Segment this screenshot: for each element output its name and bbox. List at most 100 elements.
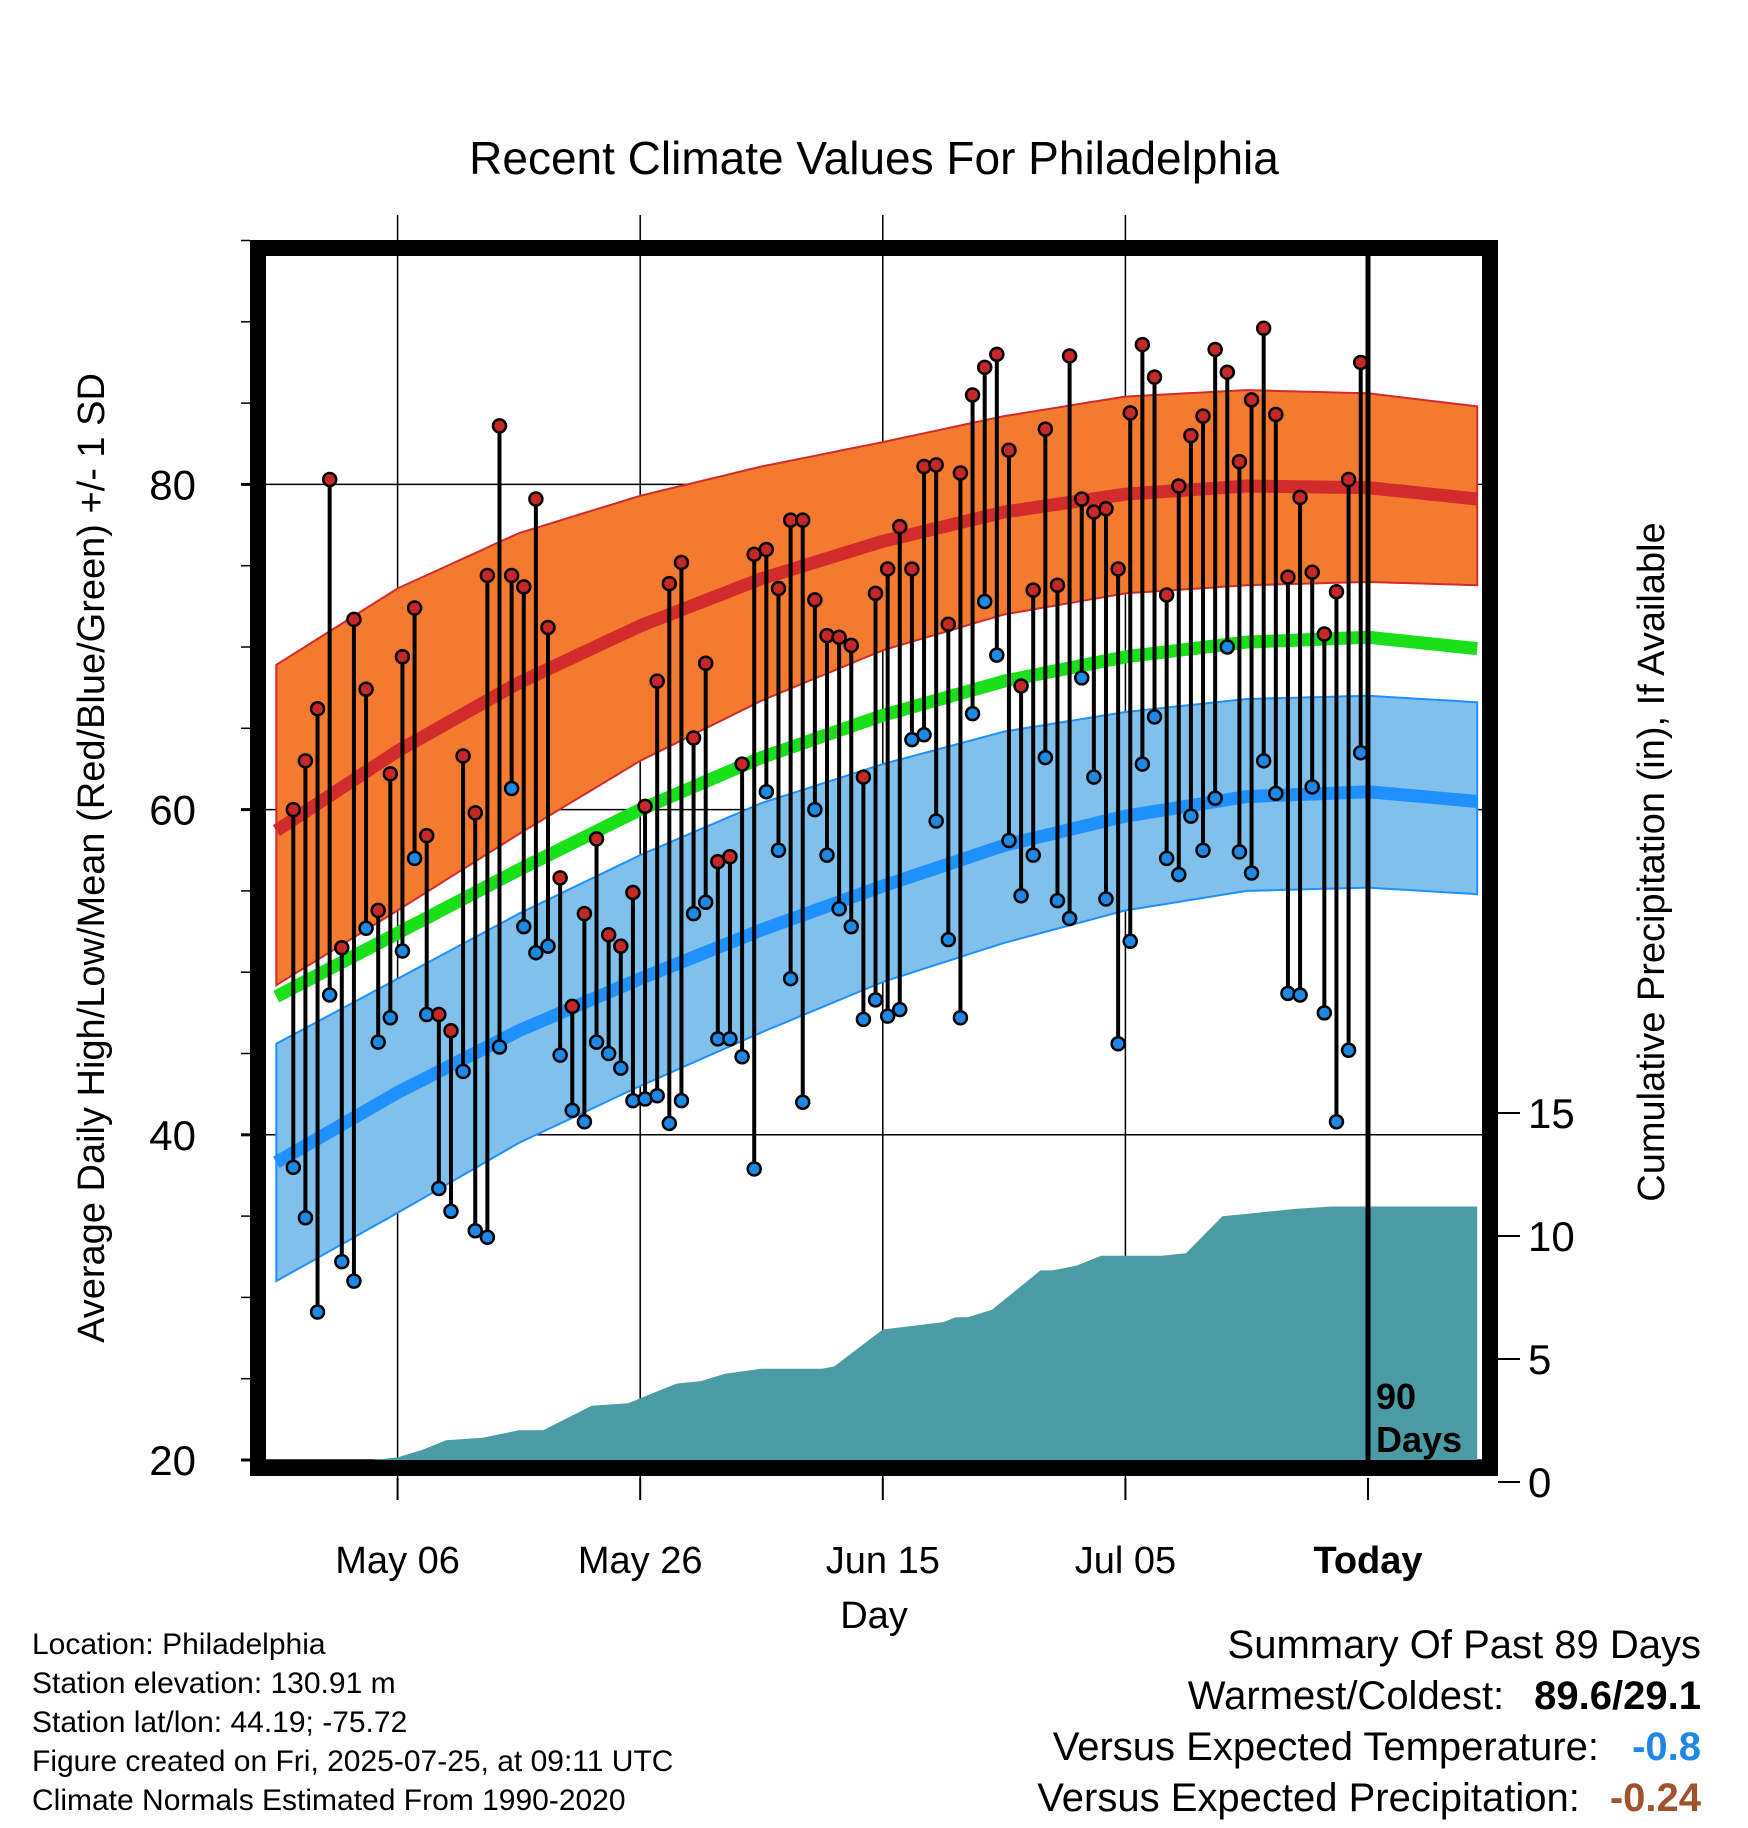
daily-low-point — [297, 1209, 314, 1226]
daily-high-point — [1146, 369, 1163, 385]
daily-high-point — [370, 902, 386, 919]
daily-high-point — [516, 579, 532, 595]
daily-high-point — [418, 827, 435, 844]
daily-high-point — [928, 457, 944, 473]
axes: 20 40 60 80 0 5 10 15 May 06 May 26 Jun 15 Jul 05 To… — [149, 239, 1575, 1582]
summary-title: Summary Of Past 89 Days — [1227, 1623, 1701, 1667]
precip-anomaly-label: Versus Expected Precipitation: — [1037, 1776, 1580, 1820]
daily-low-point — [431, 1180, 447, 1197]
daily-high-point — [1013, 678, 1029, 694]
daily-low-point — [807, 801, 823, 818]
daily-low-point — [588, 1034, 605, 1050]
location-line: Location: Philadelphia — [32, 1628, 326, 1661]
daily-low-point — [1316, 1005, 1333, 1021]
daily-high-point — [1292, 489, 1308, 506]
daily-low-point — [346, 1273, 362, 1289]
daily-low-point — [394, 943, 411, 959]
daily-high-point — [1352, 354, 1369, 371]
daily-high-point — [770, 580, 787, 597]
daily-low-point — [443, 1203, 459, 1219]
y-tick-label: 80 — [149, 461, 196, 508]
daily-low-point — [855, 1011, 872, 1028]
daily-low-point — [940, 931, 957, 948]
daily-high-point — [1073, 491, 1090, 507]
daily-marks — [285, 320, 1369, 1320]
daily-high-point — [1340, 471, 1357, 488]
daily-high-point — [1195, 408, 1211, 424]
daily-high-point — [661, 575, 678, 592]
daily-low-point — [1352, 744, 1369, 761]
daily-low-point — [1195, 842, 1211, 858]
daily-high-point — [613, 938, 629, 954]
daily-high-point — [794, 512, 811, 528]
precip-area — [353, 1206, 1478, 1468]
daily-low-point — [552, 1047, 568, 1063]
daily-high-point — [1219, 364, 1236, 380]
daily-high-point — [1280, 569, 1296, 585]
daily-high-point — [831, 629, 847, 645]
daily-high-point — [309, 701, 326, 717]
precip-anomaly-value: -0.24 — [1609, 1776, 1701, 1820]
daily-high-point — [564, 998, 581, 1015]
daily-high-point — [1037, 421, 1054, 437]
daily-high-point — [1061, 348, 1078, 364]
chart-title: Recent Climate Values For Philadelphia — [469, 132, 1279, 184]
daily-high-point — [1049, 577, 1066, 593]
y2-tick-label: 0 — [1528, 1459, 1551, 1506]
daily-low-point — [916, 727, 932, 743]
daily-high-point — [843, 637, 860, 654]
daily-low-point — [794, 1094, 811, 1111]
x-tick-label: May 06 — [335, 1540, 460, 1582]
daily-low-point — [382, 1009, 399, 1026]
station-info: Location: Philadelphia Station elevation… — [32, 1625, 673, 1820]
daily-high-point — [528, 491, 544, 507]
daily-low-point — [989, 647, 1005, 663]
daily-high-point — [600, 927, 617, 943]
y2-tick-label: 5 — [1528, 1336, 1551, 1383]
daily-low-point — [1207, 790, 1223, 806]
daily-low-point — [1340, 1042, 1357, 1058]
daily-high-point — [940, 616, 957, 632]
daily-high-point — [467, 805, 483, 821]
daily-low-point — [528, 944, 544, 961]
daily-low-point — [613, 1060, 629, 1076]
daily-high-point — [1316, 626, 1333, 642]
daily-high-point — [479, 567, 496, 584]
x-tick-label: Today — [1313, 1540, 1422, 1582]
daily-high-point — [455, 748, 471, 764]
daily-low-point — [1134, 756, 1151, 772]
daily-high-point — [1098, 501, 1114, 517]
daily-high-point — [1110, 561, 1126, 577]
daily-high-point — [637, 798, 653, 815]
daily-high-point — [855, 769, 872, 785]
y-tick-label: 20 — [149, 1437, 196, 1484]
daily-high-point — [1328, 583, 1345, 600]
daily-high-point — [989, 346, 1005, 363]
daily-low-point — [673, 1092, 690, 1109]
normals-line: Climate Normals Estimated From 1990-2020 — [32, 1784, 626, 1817]
daily-low-point — [697, 894, 714, 911]
daily-high-point — [819, 627, 835, 644]
daily-low-point — [1037, 749, 1054, 766]
daily-high-point — [685, 730, 702, 746]
daily-low-point — [479, 1229, 496, 1245]
daily-high-point — [285, 801, 302, 818]
today-days-label: Days — [1376, 1419, 1462, 1460]
daily-low-point — [285, 1159, 302, 1176]
daily-high-point — [916, 458, 932, 475]
daily-high-point — [346, 611, 362, 628]
daily-high-point — [964, 387, 981, 403]
daily-high-point — [358, 681, 374, 698]
daily-high-point — [382, 766, 399, 782]
y-tick-label: 60 — [149, 787, 196, 834]
daily-high-point — [673, 554, 690, 571]
daily-high-point — [1171, 478, 1187, 494]
daily-low-point — [309, 1304, 326, 1320]
daily-high-point — [892, 518, 908, 535]
daily-low-point — [576, 1114, 593, 1130]
daily-high-point — [540, 619, 556, 636]
daily-high-point — [443, 1022, 459, 1039]
daily-low-point — [685, 905, 702, 922]
daily-low-point — [952, 1009, 969, 1026]
